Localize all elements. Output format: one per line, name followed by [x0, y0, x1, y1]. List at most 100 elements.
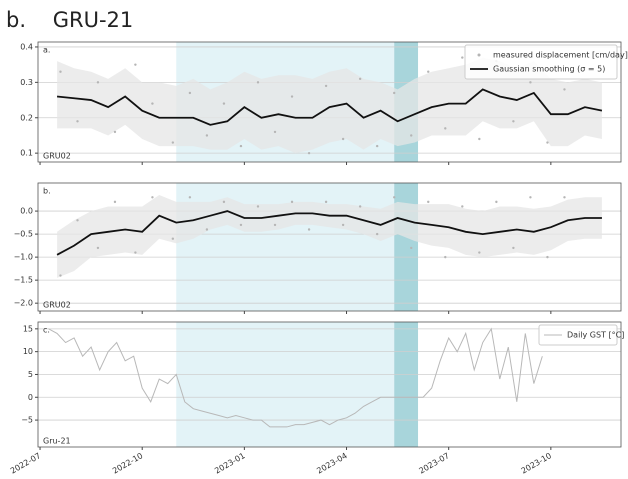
data-point — [188, 196, 192, 199]
y-tick-label: −5 — [21, 416, 33, 425]
data-point — [410, 134, 413, 137]
data-point — [324, 200, 328, 204]
legend-box — [464, 44, 618, 80]
data-point — [478, 251, 481, 254]
data-point — [273, 130, 277, 134]
y-tick-label: 0.0 — [20, 207, 33, 216]
data-point — [188, 91, 192, 95]
site-label: GRU02 — [43, 152, 71, 161]
data-point — [273, 223, 277, 227]
data-point — [205, 134, 209, 137]
x-tick-label: 2022-10 — [111, 451, 144, 476]
data-point — [113, 130, 117, 134]
data-point — [512, 246, 515, 250]
data-point — [239, 223, 243, 227]
uncertainty-band — [57, 57, 602, 154]
data-point — [461, 205, 464, 208]
data-point — [393, 91, 396, 95]
data-point — [134, 251, 137, 254]
plot-frame — [37, 321, 622, 448]
y-tick-label: 15 — [23, 324, 33, 333]
data-point — [151, 196, 154, 199]
data-point — [59, 70, 62, 73]
plot-frame — [37, 41, 622, 163]
panel-label: c. — [43, 326, 50, 335]
data-line — [56, 88, 603, 126]
y-tick-label: 0.4 — [20, 42, 33, 51]
x-tick-label: 2023-01 — [213, 451, 246, 476]
data-point — [222, 102, 226, 105]
legend-box — [538, 324, 618, 346]
data-point — [341, 223, 345, 227]
data-point — [256, 81, 260, 84]
y-tick-label: −1.5 — [14, 276, 33, 285]
legend-marker — [477, 53, 481, 57]
data-point — [375, 144, 379, 148]
data-point — [427, 70, 430, 73]
data-point — [444, 127, 447, 130]
data-point — [512, 120, 515, 123]
y-tick-label: 10 — [23, 347, 33, 356]
data-point — [290, 200, 294, 204]
data-point — [375, 232, 379, 236]
y-tick-label: 0.3 — [20, 78, 33, 87]
data-point — [427, 200, 430, 204]
data-point — [151, 102, 154, 105]
data-point — [393, 196, 396, 199]
y-tick-label: 0.1 — [20, 149, 33, 158]
shaded-period — [176, 322, 395, 447]
data-point — [307, 228, 311, 231]
data-point — [563, 196, 566, 199]
x-tick-label: 2023-07 — [417, 451, 450, 476]
y-tick-label: −0.5 — [14, 230, 33, 239]
data-point — [239, 144, 243, 148]
data-point — [358, 77, 362, 81]
data-point — [290, 95, 294, 98]
data-point — [478, 137, 481, 141]
y-tick-label: 0.2 — [20, 113, 33, 122]
data-point — [444, 255, 447, 259]
data-point — [171, 237, 175, 240]
data-point — [59, 274, 62, 277]
data-point — [205, 228, 209, 231]
data-point — [529, 81, 532, 84]
data-point — [358, 205, 362, 208]
data-point — [256, 205, 260, 208]
data-point — [96, 81, 100, 84]
plot-frame — [37, 182, 622, 312]
data-point — [410, 246, 413, 250]
data-point — [563, 88, 566, 91]
data-point — [96, 246, 100, 250]
data-point — [307, 151, 311, 155]
panel-label: a. — [43, 46, 50, 55]
panel-label: b. — [43, 187, 51, 196]
y-tick-label: −2.0 — [14, 299, 33, 308]
x-tick-label: 2023-04 — [315, 451, 348, 476]
y-tick-label: −1.0 — [14, 253, 33, 262]
uncertainty-band — [57, 194, 602, 278]
chart-title: b. GRU-21 — [6, 8, 133, 32]
legend-label: Gaussian smoothing (σ = 5) — [493, 65, 605, 74]
data-point — [324, 84, 328, 88]
data-point — [222, 200, 226, 204]
data-point — [546, 141, 549, 144]
data-point — [341, 137, 345, 141]
shaded-period — [394, 322, 419, 447]
site-label: GRU02 — [43, 301, 71, 310]
y-tick-label: 5 — [28, 370, 33, 379]
y-tick-label: 0 — [28, 393, 33, 402]
x-tick-label: 2023-10 — [520, 451, 553, 476]
data-point — [171, 141, 175, 144]
data-point — [495, 200, 498, 204]
data-point — [76, 219, 79, 222]
data-point — [113, 200, 117, 204]
data-point — [461, 56, 464, 59]
data-point — [134, 63, 137, 66]
data-line — [48, 327, 543, 428]
data-point — [76, 120, 79, 123]
data-point — [529, 196, 532, 199]
x-tick-label: 2022-07 — [9, 451, 42, 476]
legend-label: Daily GST [°C] — [567, 331, 624, 340]
data-line — [56, 210, 602, 256]
